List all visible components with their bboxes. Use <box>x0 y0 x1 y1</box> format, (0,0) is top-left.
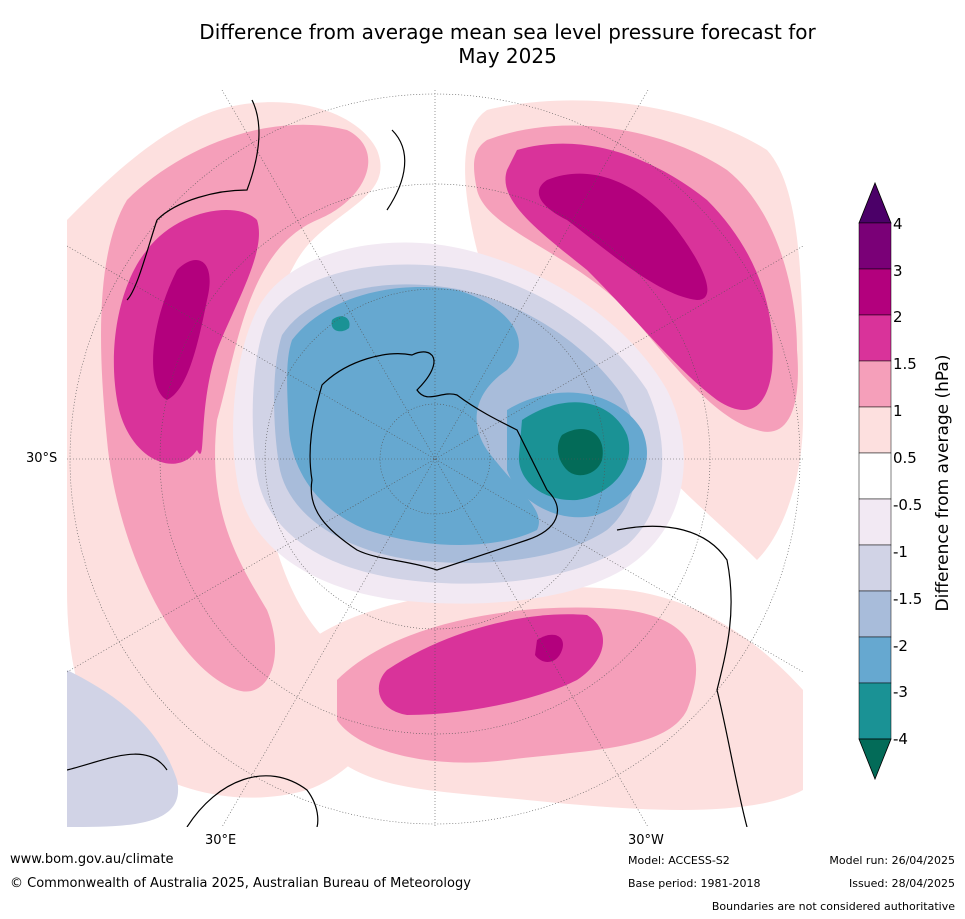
colorbar-label-2: 2 <box>893 308 903 326</box>
model-text: Model: ACCESS-S2 <box>628 854 730 867</box>
title-line-2: May 2025 <box>458 44 557 68</box>
colorbar-label-neg-1-5: -1.5 <box>893 590 923 608</box>
colorbar-label-0-5: 0.5 <box>893 449 917 467</box>
colorbar-label-neg-2: -2 <box>893 637 908 655</box>
contour-neg-4 <box>557 429 603 476</box>
website-link[interactable]: www.bom.gov.au/climate <box>10 852 174 867</box>
colorbar-label-1-5: 1.5 <box>893 355 917 373</box>
africa-coast <box>67 753 319 827</box>
contour-neg-2 <box>287 287 539 545</box>
coastlines <box>67 99 748 827</box>
colorbar-label-neg-1: -1 <box>893 543 908 561</box>
lat-label-30s: 30°S <box>26 451 58 466</box>
australia-coast <box>126 99 260 301</box>
graticule <box>67 90 803 827</box>
colorbar-label-1: 1 <box>893 402 903 420</box>
lon-label-30e: 30°E <box>205 833 237 848</box>
issued-text: Issued: 28/04/2025 <box>848 877 955 890</box>
contour-2-left <box>153 260 210 400</box>
south-america-coast <box>616 525 748 827</box>
antarctica-coast <box>309 351 558 571</box>
colorbar-label-neg-0-5: -0.5 <box>893 496 923 514</box>
anomaly-map <box>67 90 803 827</box>
contour-neg-3-small <box>331 316 350 332</box>
colorbar-label-neg-4: -4 <box>893 730 908 748</box>
contour-neg-sw <box>67 670 179 827</box>
base-period-text: Base period: 1981-2018 <box>628 877 761 890</box>
map-panel <box>67 90 803 827</box>
title-line-1: Difference from average mean sea level p… <box>199 20 816 44</box>
colorbar-label-4: 4 <box>893 215 903 233</box>
colorbar-label-3: 3 <box>893 262 903 280</box>
map-title: Difference from average mean sea level p… <box>60 20 955 68</box>
contour-2-right <box>538 173 708 300</box>
contour-2-bottom <box>535 634 563 662</box>
colorbar-label-neg-3: -3 <box>893 683 908 701</box>
new-zealand-coast <box>386 129 406 211</box>
colorbar-title: Difference from average (hPa) <box>933 354 953 612</box>
copyright-text: © Commonwealth of Australia 2025, Austra… <box>10 876 471 891</box>
disclaimer-text: Boundaries are not considered authoritat… <box>711 900 955 913</box>
model-run-text: Model run: 26/04/2025 <box>829 854 955 867</box>
lon-label-30w: 30°W <box>628 833 664 848</box>
colorbar-graphic <box>858 181 892 781</box>
